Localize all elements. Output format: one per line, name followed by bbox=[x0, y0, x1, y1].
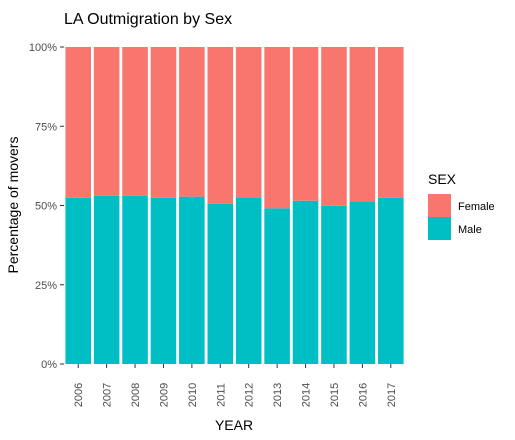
x-tick-label: 2015 bbox=[329, 383, 341, 407]
bar-female-2012 bbox=[235, 47, 262, 198]
x-tick-label: 2017 bbox=[386, 383, 398, 407]
bar-male-2016 bbox=[349, 201, 376, 364]
bar-female-2013 bbox=[264, 47, 290, 209]
y-tick-label: 75% bbox=[35, 121, 57, 133]
x-tick-label: 2016 bbox=[357, 383, 369, 407]
y-tick-label: 0% bbox=[41, 359, 57, 371]
bar-female-2014 bbox=[292, 47, 319, 201]
bar-male-2006 bbox=[65, 197, 91, 364]
bar-female-2016 bbox=[349, 47, 376, 202]
x-axis: 2006 2007 2008 2009 2010 2011 2012 2013 2014 2015… bbox=[73, 364, 398, 407]
legend-title: SEX bbox=[428, 171, 457, 187]
x-tick-label: 2010 bbox=[187, 383, 199, 407]
x-axis-title: YEAR bbox=[215, 417, 253, 433]
bar-female-2008 bbox=[122, 47, 148, 196]
y-tick-label: 25% bbox=[35, 280, 57, 292]
x-tick-label: 2008 bbox=[130, 383, 142, 407]
legend: SEX Female Male bbox=[428, 171, 495, 240]
y-tick-label: 50% bbox=[35, 201, 57, 213]
bar-male-2007 bbox=[93, 195, 120, 364]
bar-male-2011 bbox=[207, 203, 234, 364]
x-tick-label: 2011 bbox=[215, 383, 227, 407]
bar-female-2006 bbox=[65, 47, 91, 198]
bar-female-2011 bbox=[207, 47, 234, 204]
bar-female-2009 bbox=[150, 47, 177, 198]
legend-key-female bbox=[428, 194, 451, 217]
legend-key-male bbox=[428, 217, 451, 240]
legend-label-male: Male bbox=[458, 224, 482, 236]
x-tick-label: 2014 bbox=[301, 383, 313, 407]
bar-male-2010 bbox=[179, 196, 205, 364]
plot-area bbox=[65, 47, 404, 364]
bar-female-2017 bbox=[378, 47, 404, 198]
x-tick-label: 2007 bbox=[102, 383, 114, 407]
bar-male-2009 bbox=[150, 197, 177, 364]
bar-male-2012 bbox=[235, 197, 262, 364]
chart-title: LA Outmigration by Sex bbox=[64, 11, 232, 28]
x-tick-label: 2006 bbox=[73, 383, 85, 407]
y-axis: 0% 25% 50% 75% 100% bbox=[29, 42, 64, 371]
bar-female-2007 bbox=[93, 47, 120, 196]
x-tick-label: 2012 bbox=[244, 383, 256, 407]
legend-label-female: Female bbox=[458, 201, 495, 213]
y-tick-label: 100% bbox=[29, 42, 57, 54]
bar-male-2015 bbox=[321, 205, 347, 364]
bar-male-2014 bbox=[292, 200, 319, 364]
bar-female-2015 bbox=[321, 47, 347, 206]
bar-female-2010 bbox=[179, 47, 205, 197]
x-tick-label: 2009 bbox=[158, 383, 170, 407]
x-tick-label: 2013 bbox=[272, 383, 284, 407]
y-axis-title: Percentage of movers bbox=[5, 137, 21, 274]
bar-male-2008 bbox=[122, 195, 148, 364]
bar-male-2017 bbox=[378, 197, 404, 364]
bar-male-2013 bbox=[264, 208, 290, 364]
